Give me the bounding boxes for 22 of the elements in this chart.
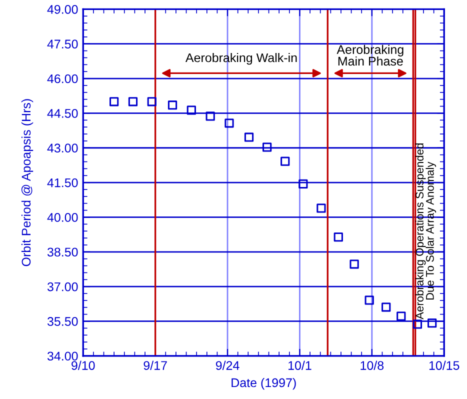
y-tick-label: 41.50: [47, 178, 78, 188]
x-tick-label: 9/10: [72, 360, 95, 370]
y-tick-label: 43.00: [47, 144, 78, 153]
annotation: Aerobraking Main Phase: [336, 44, 404, 66]
y-tick-label: 40.00: [47, 213, 78, 222]
y-tick-label: 46.00: [47, 74, 78, 84]
x-tick-label: 10/8: [360, 360, 384, 370]
y-tick-label: 35.50: [47, 317, 78, 326]
y-axis-title: Orbit Period @ Apoapsis (Hrs): [21, 99, 34, 266]
x-tick-label: 10/1: [288, 360, 312, 370]
y-tick-label: 47.50: [47, 40, 78, 48]
x-tick-label: 9/24: [216, 360, 240, 370]
x-tick-label: 10/15: [429, 360, 460, 370]
x-axis-title: Date (1997): [232, 378, 296, 390]
y-tick-label: 37.00: [47, 282, 78, 292]
x-tick-label: 9/17: [144, 360, 167, 370]
y-tick-label: 38.50: [47, 248, 78, 257]
annotation: Aerobraking Walk-in: [185, 53, 297, 65]
y-tick-label: 34.00: [47, 352, 78, 361]
annotation: Aerobraking Operations Suspended Due To Solar Array Anomaly: [415, 143, 436, 320]
y-tick-label: 49.00: [47, 4, 78, 14]
y-tick-label: 44.50: [47, 108, 78, 118]
